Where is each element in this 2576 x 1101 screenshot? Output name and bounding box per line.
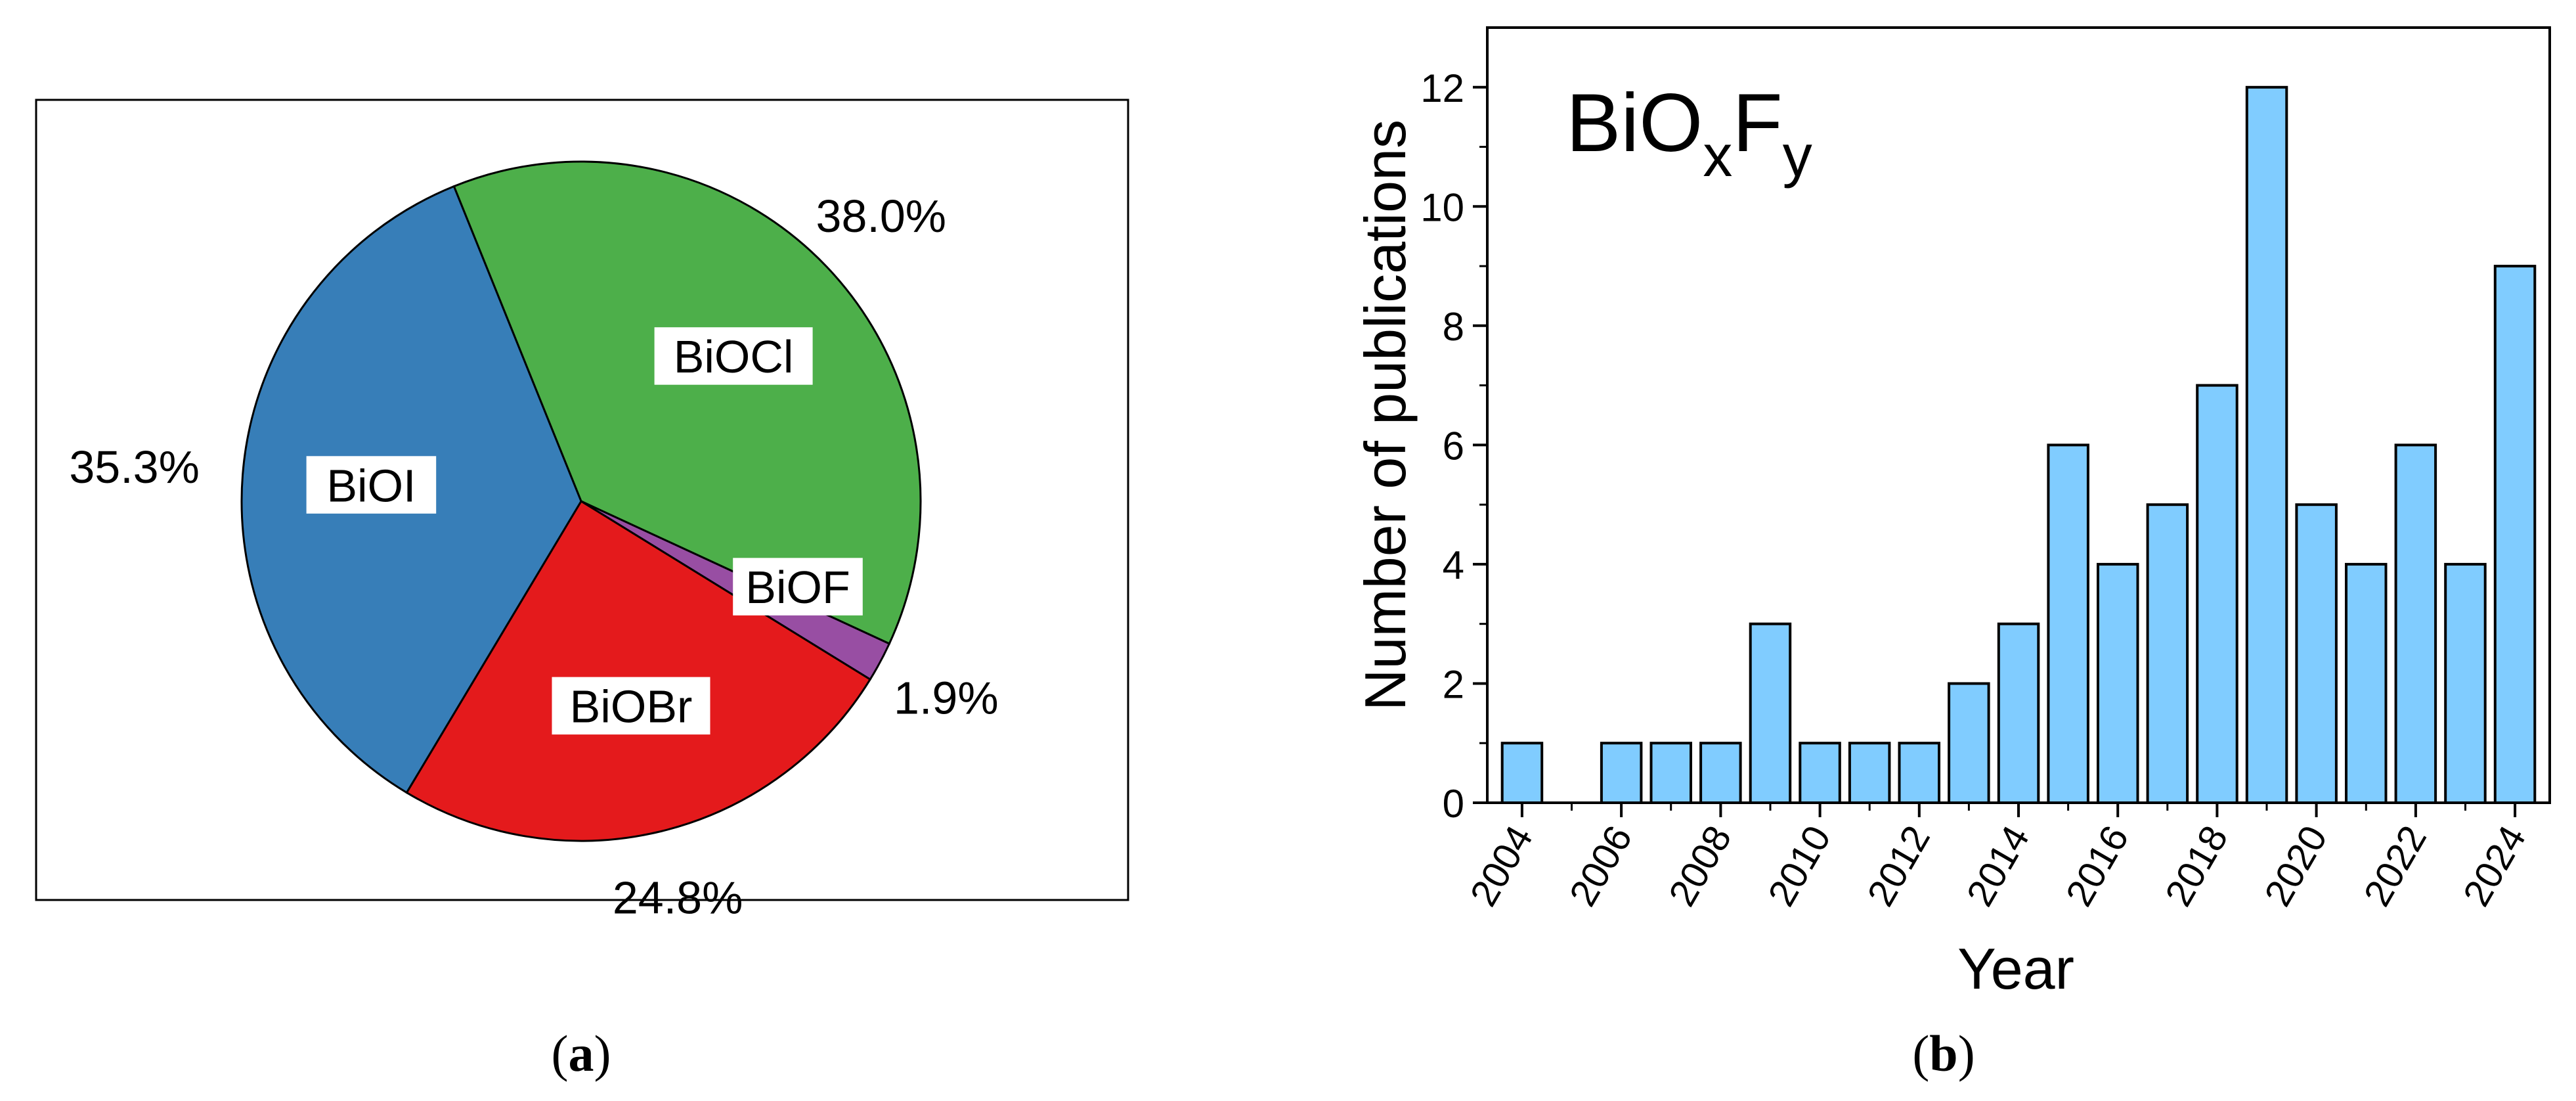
pie-slices <box>240 160 922 842</box>
x-tick-label-2006: 2006 <box>1561 819 1641 913</box>
bar-2014 <box>1997 622 2040 804</box>
bar-2016 <box>2097 562 2139 805</box>
x-tick-label-2004: 2004 <box>1462 819 1541 913</box>
bar-2024 <box>2493 265 2537 805</box>
pie-label-box-biof <box>733 558 863 616</box>
caption-b: (b) <box>1912 1025 1975 1082</box>
pie-percent-biobr: 24.8% <box>613 872 743 924</box>
x-tick-label-2016: 2016 <box>2058 819 2137 913</box>
pie-label-box-biocl <box>654 327 813 385</box>
x-tick-label-2014: 2014 <box>1958 819 2038 913</box>
pie-percent-biof: 1.9% <box>894 672 999 723</box>
pie-percent-bioi: 35.3% <box>69 441 199 493</box>
x-tick-label-2020: 2020 <box>2256 819 2336 913</box>
bar-2018 <box>2196 384 2238 804</box>
pie-labels: BiOCl 38.0% BiOF 1.9% BiOBr 24.8% BiOI 35.3% <box>69 191 998 924</box>
bar-2012 <box>1898 742 1940 804</box>
bar-2015 <box>2047 443 2089 804</box>
pie-label-biof: BiOF <box>745 562 850 613</box>
x-tick-label-2018: 2018 <box>2157 819 2237 913</box>
bar-2017 <box>2146 503 2189 804</box>
pie-label-biocl: BiOCl <box>674 331 794 382</box>
pie-slice-biocl <box>452 160 922 645</box>
pie-chart-panel: BiOCl 38.0% BiOF 1.9% BiOBr 24.8% BiOI 35.3% <box>35 99 1129 924</box>
bar-2004 <box>1500 742 1544 804</box>
bar-2022 <box>2394 443 2437 804</box>
y-tick-label-4: 4 <box>1443 543 1464 587</box>
bars <box>1500 85 2537 805</box>
pie-label-bioi: BiOI <box>326 460 416 511</box>
pie-label-box-biobr <box>552 677 710 735</box>
y-tick-label-2: 2 <box>1443 663 1464 707</box>
x-axis-label: Year <box>1957 936 2074 1001</box>
bar-2019 <box>2245 85 2288 804</box>
pie-slice-biobr <box>405 499 872 842</box>
x-tick-label-2008: 2008 <box>1661 819 1740 913</box>
y-tick-label-12: 12 <box>1420 66 1464 110</box>
y-tick-label-6: 6 <box>1443 424 1464 468</box>
bar-2020 <box>2295 503 2338 804</box>
x-axis: 2004 2006 2008 2010 2012 2014 2016 2018 2020 2022… <box>1462 803 2534 913</box>
y-axis: 0 2 4 6 8 10 12 <box>1420 66 1487 826</box>
y-tick-label-0: 0 <box>1443 782 1464 826</box>
bar-2010 <box>1799 742 1841 804</box>
x-tick-label-2024: 2024 <box>2455 819 2535 913</box>
bar-2006 <box>1600 742 1643 804</box>
bar-2008 <box>1699 742 1742 804</box>
y-tick-label-8: 8 <box>1443 305 1464 349</box>
pie-label-box-bioi <box>306 456 437 514</box>
bar-2009 <box>1749 622 1792 804</box>
bar-2023 <box>2444 562 2487 805</box>
bar-2011 <box>1848 742 1891 804</box>
x-tick-label-2022: 2022 <box>2355 819 2435 913</box>
caption-a: (a) <box>552 1025 611 1082</box>
bar-2007 <box>1649 742 1692 804</box>
x-tick-label-2010: 2010 <box>1760 819 1839 913</box>
y-axis-label: Number of publications <box>1353 120 1418 711</box>
bar-chart-title: BiOxFy <box>1566 78 1812 189</box>
x-tick-label-2012: 2012 <box>1859 819 1938 913</box>
pie-label-biobr: BiOBr <box>570 681 693 732</box>
pie-percent-biocl: 38.0% <box>816 191 946 242</box>
y-tick-label-10: 10 <box>1420 185 1464 229</box>
bar-2013 <box>1948 682 1990 804</box>
bar-2021 <box>2345 562 2388 805</box>
